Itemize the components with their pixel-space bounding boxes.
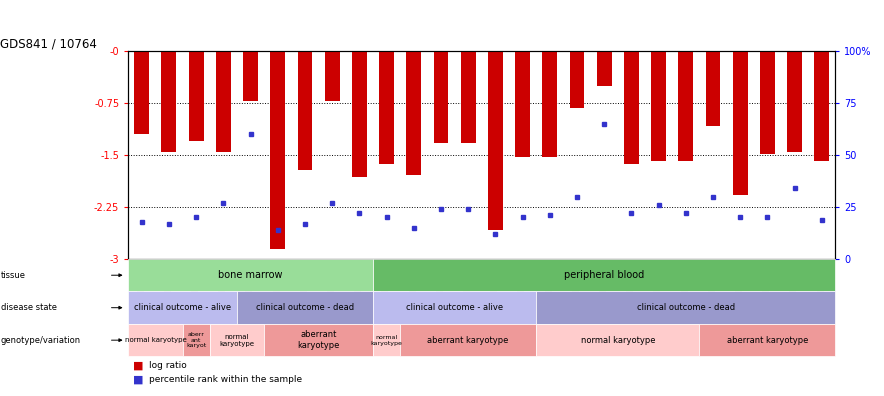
Bar: [624, 51, 639, 164]
Bar: [705, 51, 720, 126]
Text: bone marrow: bone marrow: [218, 270, 283, 280]
Bar: [787, 51, 802, 152]
Text: aberrant karyotype: aberrant karyotype: [727, 336, 808, 345]
Text: normal
karyotype: normal karyotype: [219, 334, 255, 346]
Bar: [652, 51, 666, 161]
Bar: [379, 51, 394, 164]
Bar: [733, 51, 748, 195]
Text: ■: ■: [133, 360, 143, 371]
Bar: [298, 51, 312, 170]
Text: aberrant
karyotype: aberrant karyotype: [297, 331, 339, 350]
Text: normal karyotype: normal karyotype: [581, 336, 655, 345]
Text: log ratio: log ratio: [149, 361, 187, 370]
Text: clinical outcome - dead: clinical outcome - dead: [636, 303, 735, 312]
Bar: [515, 51, 530, 156]
Bar: [678, 51, 693, 161]
Bar: [188, 51, 203, 141]
Text: normal karyotype: normal karyotype: [125, 337, 187, 343]
Text: clinical outcome - alive: clinical outcome - alive: [406, 303, 503, 312]
Text: genotype/variation: genotype/variation: [1, 336, 81, 345]
Bar: [433, 51, 448, 143]
Text: clinical outcome - alive: clinical outcome - alive: [134, 303, 231, 312]
Text: disease state: disease state: [1, 303, 57, 312]
Text: aberrant karyotype: aberrant karyotype: [428, 336, 509, 345]
Text: peripheral blood: peripheral blood: [564, 270, 644, 280]
Text: GDS841 / 10764: GDS841 / 10764: [0, 37, 97, 50]
Text: ■: ■: [133, 375, 143, 385]
Text: aberr
ant
karyot: aberr ant karyot: [186, 332, 206, 348]
Bar: [216, 51, 231, 152]
Bar: [542, 51, 557, 156]
Bar: [461, 51, 476, 143]
Bar: [271, 51, 286, 249]
Bar: [569, 51, 584, 108]
Bar: [243, 51, 258, 101]
Text: normal
karyotype: normal karyotype: [370, 335, 402, 346]
Bar: [352, 51, 367, 177]
Bar: [597, 51, 612, 86]
Bar: [760, 51, 775, 154]
Bar: [814, 51, 829, 161]
Bar: [324, 51, 339, 101]
Bar: [134, 51, 149, 135]
Text: percentile rank within the sample: percentile rank within the sample: [149, 375, 301, 384]
Bar: [407, 51, 422, 175]
Bar: [488, 51, 503, 230]
Text: tissue: tissue: [1, 271, 26, 280]
Bar: [162, 51, 177, 152]
Text: clinical outcome - dead: clinical outcome - dead: [255, 303, 354, 312]
